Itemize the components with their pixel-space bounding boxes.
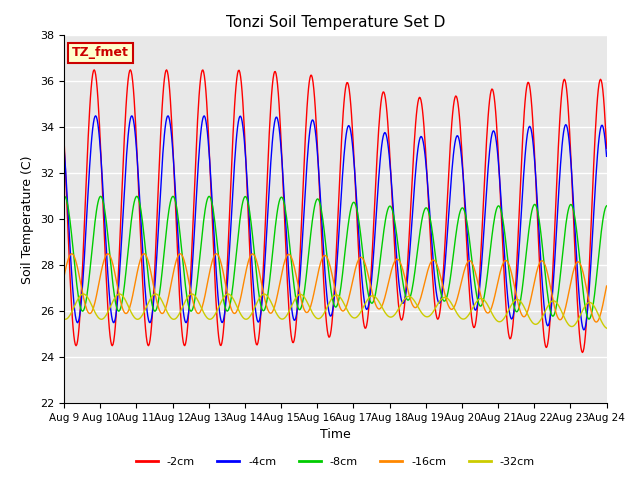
-2cm: [182, 341, 189, 347]
Line: -32cm: -32cm: [64, 294, 607, 328]
Line: -8cm: -8cm: [64, 196, 607, 319]
-2cm: [90, 67, 98, 72]
-4cm: [418, 134, 426, 140]
-16cm: [60, 274, 68, 280]
-4cm: [60, 144, 68, 150]
-16cm: [126, 305, 134, 311]
-4cm: [211, 235, 218, 240]
-16cm: [182, 263, 189, 268]
-2cm: [579, 349, 586, 355]
Text: TZ_fmet: TZ_fmet: [72, 47, 129, 60]
-32cm: [418, 310, 426, 316]
-4cm: [182, 319, 189, 325]
Y-axis label: Soil Temperature (C): Soil Temperature (C): [22, 155, 35, 284]
-32cm: [60, 316, 68, 322]
-8cm: [603, 203, 611, 209]
Legend: -2cm, -4cm, -8cm, -16cm, -32cm: -2cm, -4cm, -8cm, -16cm, -32cm: [131, 452, 539, 471]
-2cm: [402, 288, 410, 293]
-16cm: [418, 291, 426, 297]
-4cm: [70, 299, 77, 305]
-4cm: [127, 116, 134, 121]
-32cm: [402, 295, 410, 300]
-8cm: [71, 261, 79, 267]
Line: -2cm: -2cm: [64, 70, 607, 352]
-2cm: [70, 333, 77, 338]
-8cm: [402, 294, 410, 300]
Line: -4cm: -4cm: [64, 116, 607, 330]
-2cm: [127, 67, 134, 72]
Line: -16cm: -16cm: [64, 254, 607, 322]
-2cm: [60, 136, 68, 142]
-8cm: [182, 283, 189, 289]
-32cm: [603, 325, 611, 331]
-16cm: [592, 319, 600, 325]
-16cm: [140, 251, 148, 257]
-8cm: [586, 316, 593, 322]
Title: Tonzi Soil Temperature Set D: Tonzi Soil Temperature Set D: [225, 15, 445, 30]
-16cm: [70, 253, 77, 259]
-2cm: [603, 145, 611, 151]
-16cm: [402, 279, 410, 285]
-8cm: [61, 193, 68, 199]
-2cm: [211, 262, 218, 268]
-4cm: [580, 327, 588, 333]
-8cm: [211, 214, 218, 219]
-16cm: [603, 283, 611, 289]
-32cm: [126, 306, 134, 312]
-4cm: [603, 154, 611, 159]
X-axis label: Time: Time: [320, 429, 351, 442]
-8cm: [127, 226, 134, 231]
-4cm: [402, 290, 410, 296]
-32cm: [181, 300, 189, 305]
-32cm: [188, 291, 195, 297]
-2cm: [418, 101, 426, 107]
-8cm: [60, 193, 68, 199]
-4cm: [92, 113, 100, 119]
-32cm: [211, 313, 218, 319]
-16cm: [211, 253, 218, 259]
-8cm: [418, 218, 426, 224]
-32cm: [70, 305, 77, 311]
